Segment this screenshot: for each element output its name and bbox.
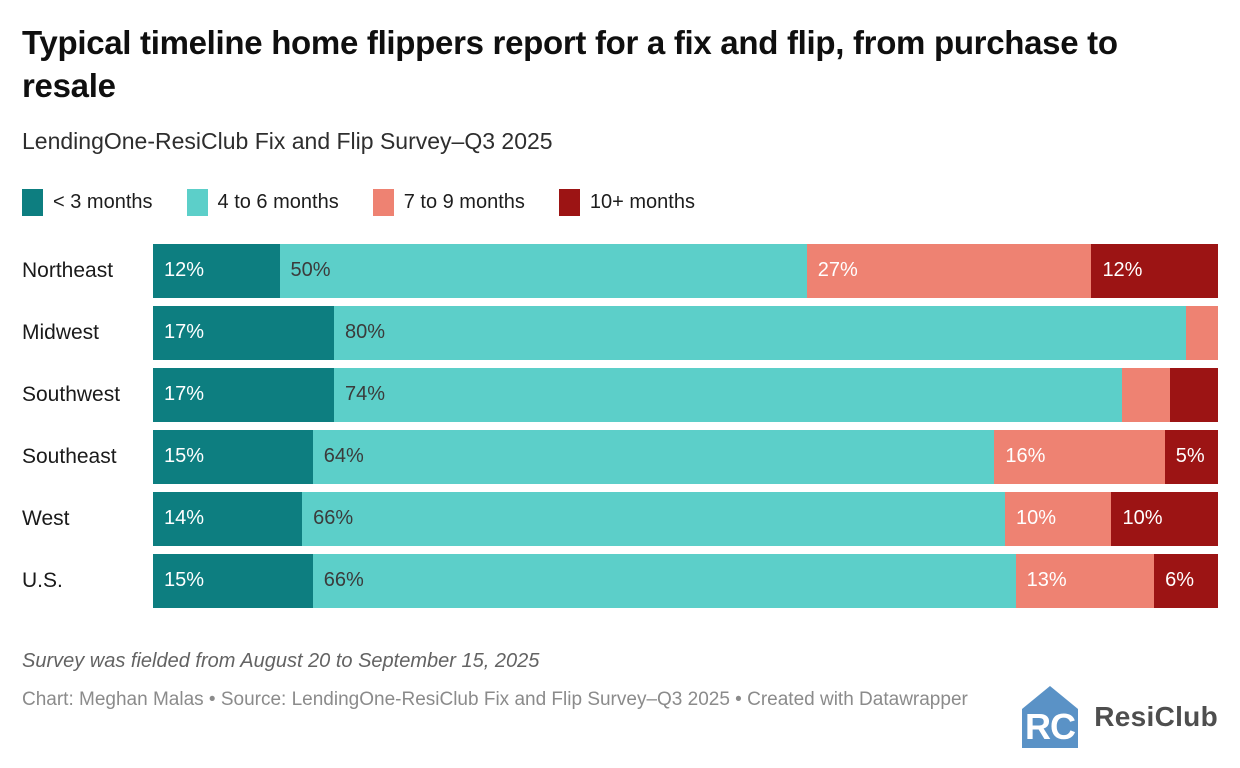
credit-line: Chart: Meghan Malas • Source: LendingOne… (22, 688, 968, 710)
stacked-bar: 12% 50% 27% 12% (153, 243, 1218, 298)
chart-subtitle: LendingOne-ResiClub Fix and Flip Survey–… (22, 127, 553, 154)
bar-segment (1186, 305, 1218, 360)
chart-row: U.S. 15% 66% 13% 6% (22, 553, 1218, 608)
chart-row: Midwest 17% 80% (22, 305, 1218, 360)
chart-title: Typical timeline home flippers report fo… (22, 24, 1118, 104)
legend-swatch-icon (22, 188, 43, 216)
segment-value-label: 10% (1122, 507, 1163, 530)
segment-value-label: 17% (164, 321, 205, 344)
row-label: Northeast (22, 258, 114, 282)
bar-segment: 80% (334, 305, 1187, 360)
bar-segment: 74% (334, 367, 1123, 422)
legend-item: 4 to 6 months (186, 188, 339, 216)
legend-label: 7 to 9 months (403, 190, 525, 213)
row-label: Southeast (22, 444, 117, 468)
legend-item: 7 to 9 months (372, 188, 525, 216)
segment-value-label: 16% (1005, 445, 1046, 468)
stacked-bar: 17% 80% (153, 305, 1218, 360)
bar-segment: 6% (1154, 553, 1218, 608)
stacked-bar: 17% 74% (153, 367, 1218, 422)
stacked-bar: 14% 66% 10% 10% (153, 491, 1218, 546)
row-label: West (22, 506, 70, 530)
legend-label: < 3 months (53, 190, 153, 213)
bar-segment: 50% (279, 243, 807, 298)
bar-segment (1122, 367, 1171, 422)
legend-item: 10+ months (558, 188, 695, 216)
legend-swatch-icon (372, 188, 394, 216)
bar-segment (1170, 367, 1218, 422)
segment-value-label: 64% (323, 445, 364, 468)
resiclub-wordmark: ResiClub (1094, 700, 1218, 732)
bar-segment: 10% (1004, 491, 1112, 546)
bar-segment: 14% (153, 491, 303, 546)
legend: < 3 months 4 to 6 months 7 to 9 months 10+ … (22, 188, 1218, 216)
bar-segment: 17% (153, 305, 335, 360)
segment-value-label: 10% (1015, 507, 1057, 530)
bar-segment: 64% (312, 429, 995, 484)
svg-text:RC: RC (1025, 706, 1076, 747)
bar-segment: 17% (153, 367, 335, 422)
bar-segment: 13% (1015, 553, 1155, 608)
segment-value-label: 74% (345, 383, 386, 406)
bar-segment: 12% (1091, 243, 1218, 298)
stacked-bar: 15% 66% 13% 6% (153, 553, 1218, 608)
row-label: U.S. (22, 568, 63, 592)
legend-label: 10+ months (589, 190, 695, 213)
legend-label: 4 to 6 months (217, 190, 339, 213)
resiclub-house-icon: RC (1022, 685, 1079, 748)
bar-segment: 12% (153, 243, 280, 298)
legend-item: < 3 months (22, 188, 153, 216)
chart-row: Southwest 17% 74% (22, 367, 1218, 422)
segment-value-label: 15% (164, 445, 205, 468)
survey-note: Survey was fielded from August 20 to Sep… (22, 649, 540, 672)
row-label: Southwest (22, 382, 121, 406)
resiclub-logo: RC ResiClub (1021, 685, 1218, 749)
bar-segment: 5% (1164, 429, 1218, 484)
segment-value-label: 80% (345, 321, 386, 344)
segment-value-label: 6% (1165, 569, 1194, 592)
bar-segment: 16% (994, 429, 1165, 484)
bar-segment: 15% (153, 553, 313, 608)
segment-value-label: 13% (1026, 569, 1067, 592)
segment-value-label: 66% (313, 507, 354, 530)
segment-value-label: 50% (290, 259, 331, 282)
chart-row: Northeast 12% 50% 27% 12% (22, 243, 1218, 298)
legend-swatch-icon (186, 188, 208, 216)
stacked-bar: 15% 64% 16% 5% (153, 429, 1218, 484)
segment-value-label: 12% (164, 259, 205, 282)
chart-row: West 14% 66% 10% 10% (22, 491, 1218, 546)
segment-value-label: 5% (1175, 445, 1205, 468)
segment-value-label: 66% (323, 569, 364, 592)
stacked-bar-chart: Northeast 12% 50% 27% 12% Midwest 17% 80% Southw… (22, 243, 1218, 608)
row-label: Midwest (22, 320, 100, 344)
bar-segment: 10% (1111, 491, 1218, 546)
segment-value-label: 17% (164, 383, 205, 406)
chart-row: Southeast 15% 64% 16% 5% (22, 429, 1218, 484)
footer: Chart: Meghan Malas • Source: LendingOne… (22, 685, 1218, 749)
segment-value-label: 14% (164, 507, 205, 530)
bar-segment: 66% (312, 553, 1016, 608)
segment-value-label: 15% (164, 569, 205, 592)
bar-segment: 66% (302, 491, 1005, 546)
legend-swatch-icon (558, 188, 580, 216)
segment-value-label: 27% (817, 259, 858, 282)
segment-value-label: 12% (1102, 259, 1143, 282)
bar-segment: 27% (806, 243, 1092, 298)
bar-segment: 15% (153, 429, 313, 484)
